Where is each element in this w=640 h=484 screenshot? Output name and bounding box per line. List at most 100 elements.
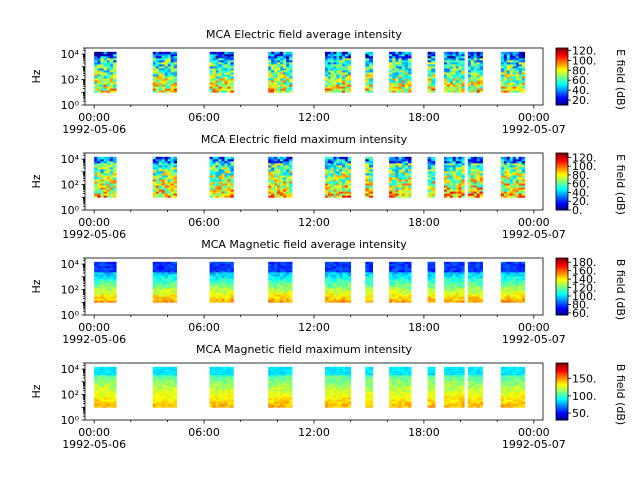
heatmap-cell bbox=[289, 52, 292, 54]
heatmap-cell bbox=[510, 157, 513, 159]
heatmap-cell bbox=[213, 52, 216, 54]
heatmap-cell bbox=[227, 157, 230, 159]
heatmap-cell bbox=[456, 52, 459, 54]
heatmap-cell bbox=[348, 52, 351, 54]
heatmap-cell bbox=[468, 157, 471, 159]
heatmap-cell bbox=[283, 262, 286, 264]
heatmap-cell bbox=[501, 262, 504, 264]
heatmap-cell bbox=[519, 262, 522, 264]
heatmap-cell bbox=[153, 262, 156, 264]
heatmap-cell bbox=[522, 157, 525, 159]
heatmap-cell bbox=[471, 157, 474, 159]
heatmap-cell bbox=[458, 262, 461, 264]
heatmap-cell bbox=[277, 262, 280, 264]
heatmap-cell bbox=[468, 52, 471, 54]
heatmap-cell bbox=[107, 157, 111, 159]
x-tick-label: 18:00 bbox=[408, 111, 440, 124]
heatmap-cell bbox=[447, 52, 450, 54]
heatmap-cell bbox=[395, 262, 399, 264]
heatmap-cell bbox=[461, 52, 464, 54]
heatmap-cell bbox=[159, 52, 162, 54]
heatmap-cell bbox=[331, 157, 334, 159]
heatmap-cell bbox=[522, 262, 525, 264]
y-tick-label: 10² bbox=[61, 74, 79, 87]
heatmap-cell bbox=[286, 262, 289, 264]
heatmap-cell bbox=[171, 52, 174, 54]
heatmap-cell bbox=[286, 52, 289, 54]
heatmap-cell bbox=[268, 52, 271, 54]
heatmap-cell bbox=[156, 157, 159, 159]
heatmap-cell bbox=[501, 157, 504, 159]
heatmap-cell bbox=[174, 52, 177, 54]
heatmap-cell bbox=[100, 367, 104, 369]
colorbar: 60.80.100.120.140.160.180.B field (dB) bbox=[556, 256, 627, 320]
heatmap-cell bbox=[224, 262, 227, 264]
heatmap-cell bbox=[431, 157, 435, 159]
heatmap-cell bbox=[104, 262, 108, 264]
heatmap-cell bbox=[458, 52, 461, 54]
heatmap-cell bbox=[471, 262, 474, 264]
heatmap-cell bbox=[168, 262, 171, 264]
colorbar-label: B field (dB) bbox=[614, 259, 627, 320]
panel-1: MCA Electric field average intensity10⁰1… bbox=[30, 28, 627, 136]
y-axis-label: Hz bbox=[30, 174, 43, 188]
heatmap-cell bbox=[513, 262, 516, 264]
heatmap-cell bbox=[468, 262, 471, 264]
x-tick-date-label: 1992-05-07 bbox=[502, 333, 566, 346]
heatmap-cell bbox=[334, 52, 337, 54]
heatmap-cell bbox=[453, 157, 456, 159]
heatmap-cell bbox=[474, 262, 477, 264]
heatmap-cell bbox=[365, 262, 369, 264]
heatmap-cells bbox=[94, 52, 525, 93]
chart-title: MCA Electric field average intensity bbox=[206, 28, 402, 41]
heatmap-cell bbox=[156, 367, 159, 369]
heatmap-cell bbox=[342, 52, 345, 54]
x-tick-date-label: 1992-05-06 bbox=[62, 333, 126, 346]
heatmap-cell bbox=[283, 52, 286, 54]
heatmap-cell bbox=[325, 262, 328, 264]
heatmap-cell bbox=[480, 262, 483, 264]
heatmap-cell bbox=[94, 52, 98, 54]
heatmap-cell bbox=[510, 52, 513, 54]
heatmap-cell bbox=[280, 157, 283, 159]
x-tick-label: 12:00 bbox=[298, 111, 330, 124]
heatmap-cell bbox=[395, 52, 399, 54]
heatmap-cell bbox=[94, 157, 98, 159]
heatmap-cell bbox=[210, 52, 213, 54]
x-tick-label: 12:00 bbox=[298, 216, 330, 229]
x-tick-label: 18:00 bbox=[408, 321, 440, 334]
x-tick-label: 06:00 bbox=[188, 111, 220, 124]
x-tick-date-label: 1992-05-07 bbox=[502, 123, 566, 136]
heatmap-cell bbox=[97, 367, 101, 369]
heatmap-cell bbox=[405, 52, 409, 54]
heatmap-cell bbox=[286, 157, 289, 159]
heatmap-cell bbox=[450, 157, 453, 159]
heatmap-cell bbox=[165, 52, 168, 54]
heatmap-cell bbox=[334, 157, 337, 159]
heatmap-cell bbox=[113, 367, 117, 369]
heatmap-cell bbox=[113, 157, 117, 159]
heatmap-cell bbox=[283, 157, 286, 159]
heatmap-cell bbox=[174, 262, 177, 264]
heatmap-cell bbox=[110, 367, 114, 369]
heatmap-cell bbox=[519, 52, 522, 54]
heatmap-cell bbox=[216, 52, 219, 54]
heatmap-cell bbox=[325, 52, 328, 54]
colorbar: 20.40.60.80.100.120.E field (dB) bbox=[556, 44, 627, 109]
heatmap-cell bbox=[402, 157, 406, 159]
heatmap-cell bbox=[336, 52, 339, 54]
heatmap-cell bbox=[168, 52, 171, 54]
heatmap-cell bbox=[171, 262, 174, 264]
colorbar-label: E field (dB) bbox=[614, 49, 627, 110]
heatmap-cell bbox=[97, 262, 101, 264]
heatmap-cell bbox=[162, 157, 165, 159]
heatmap-cell bbox=[159, 157, 162, 159]
heatmap-cell bbox=[171, 367, 174, 369]
heatmap-cell bbox=[97, 52, 101, 54]
heatmap-cell bbox=[477, 262, 480, 264]
heatmap-cell bbox=[402, 52, 406, 54]
heatmap-cell bbox=[336, 157, 339, 159]
heatmap-cell bbox=[405, 262, 409, 264]
heatmap-cell bbox=[444, 262, 447, 264]
